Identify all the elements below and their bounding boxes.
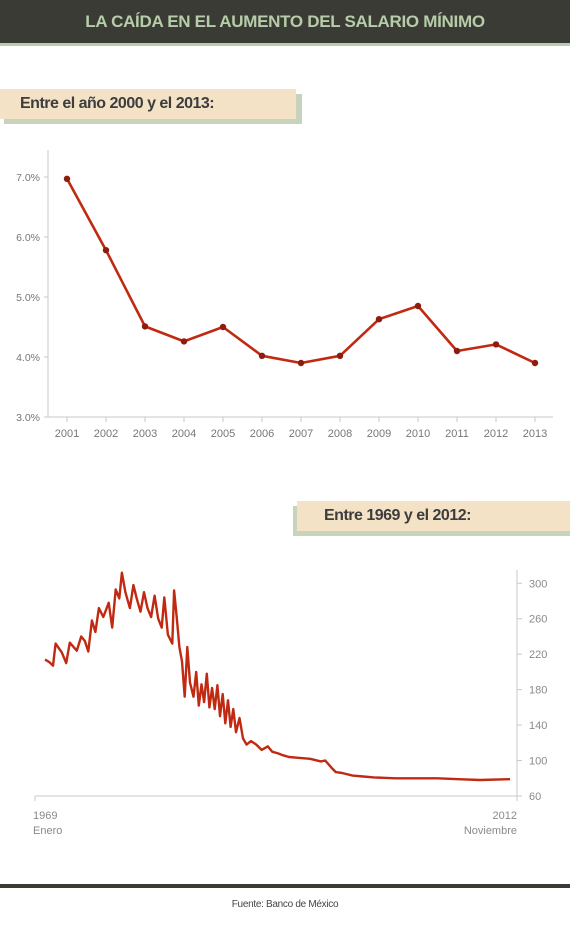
x-tick-label: 2012 (484, 428, 508, 440)
y-tick-label: 140 (529, 720, 547, 732)
x-tick-label: 2002 (94, 428, 118, 440)
y-tick-label: 3.0% (16, 412, 40, 424)
page-title: LA CAÍDA EN EL AUMENTO DEL SALARIO MÍNIM… (85, 12, 485, 31)
data-point (141, 323, 149, 330)
x-tick-label: 2003 (133, 428, 157, 440)
x-tick-label: 2005 (211, 428, 235, 440)
x-tick-label: 2008 (328, 428, 352, 440)
chart1-line-chart: 3.0% 4.0% 5.0% 6.0% 7.0% 2001 2002 2003 2004 2005… (16, 150, 553, 440)
y-tick-label: 260 (529, 614, 547, 626)
data-point (531, 359, 539, 367)
x-tick-label: 2001 (55, 428, 79, 440)
data-point (219, 323, 227, 331)
x-end-year-label: 2012 (493, 810, 517, 822)
source-note: Fuente: Banco de México (231, 899, 339, 910)
chart2-title-banner: Entre 1969 y el 2012: (297, 501, 570, 531)
series-line (65, 178, 536, 365)
x-tick-label: 2007 (289, 428, 313, 440)
footer-rule (0, 884, 570, 888)
header-bar: LA CAÍDA EN EL AUMENTO DEL SALARIO MÍNIM… (0, 0, 570, 46)
data-point (375, 316, 383, 323)
x-start-month-label: Enero (33, 825, 62, 837)
data-point (336, 352, 344, 359)
chart1-title: Entre el año 2000 y el 2013: (20, 95, 215, 112)
data-point (180, 338, 188, 345)
data-point (63, 175, 71, 182)
y-tick-label: 180 (529, 685, 547, 697)
y-tick-label: 300 (529, 578, 547, 590)
y-tick-label: 4.0% (16, 352, 40, 364)
chart1-title-banner: Entre el año 2000 y el 2013: (0, 89, 296, 119)
data-point (102, 247, 110, 254)
data-point (453, 347, 461, 355)
x-tick-label: 2013 (523, 428, 547, 440)
y-tick-label: 5.0% (16, 292, 40, 304)
x-tick-label: 2004 (172, 428, 196, 440)
y-tick-label: 60 (529, 791, 541, 803)
data-point (258, 352, 266, 359)
series-line (44, 571, 511, 782)
y-tick-label: 6.0% (16, 232, 40, 244)
x-tick-label: 2009 (367, 428, 391, 440)
y-tick-label: 7.0% (16, 172, 40, 184)
data-point (492, 341, 500, 348)
y-tick-label: 220 (529, 649, 547, 661)
x-end-month-label: Noviembre (464, 825, 517, 837)
data-point (414, 302, 422, 310)
x-tick-label: 2006 (250, 428, 274, 440)
x-tick-label: 2011 (445, 428, 469, 440)
y-tick-label: 100 (529, 756, 547, 768)
x-start-year-label: 1969 (33, 810, 57, 822)
chart2-line-chart: 60 100 140 180 220 260 300 1969 Enero 2012 Noviemb… (33, 570, 547, 837)
chart2-title: Entre 1969 y el 2012: (324, 507, 471, 524)
x-tick-label: 2010 (406, 428, 430, 440)
data-point (297, 359, 305, 367)
